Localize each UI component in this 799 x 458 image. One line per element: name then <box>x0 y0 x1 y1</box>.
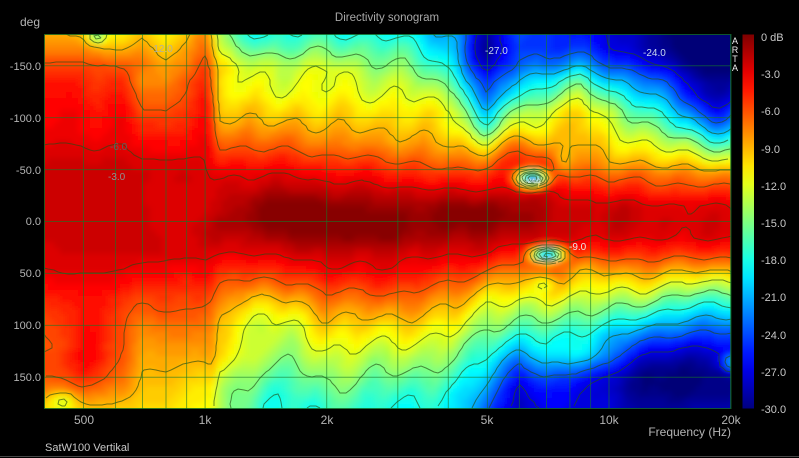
svg-text:-3.0: -3.0 <box>108 172 126 183</box>
svg-text:1k: 1k <box>199 413 213 427</box>
svg-text:R: R <box>732 45 739 55</box>
svg-text:-24.0: -24.0 <box>643 48 666 59</box>
svg-text:-27.0: -27.0 <box>761 367 786 379</box>
svg-text:-9.0: -9.0 <box>761 144 780 156</box>
svg-text:20k: 20k <box>721 413 741 427</box>
svg-text:SatW100 Vertikal: SatW100 Vertikal <box>45 442 129 454</box>
svg-text:Frequency (Hz): Frequency (Hz) <box>648 425 731 439</box>
svg-text:-12.0: -12.0 <box>150 44 173 55</box>
svg-text:A: A <box>732 63 738 73</box>
svg-text:5k: 5k <box>481 413 495 427</box>
svg-text:-150.0: -150.0 <box>10 61 41 73</box>
svg-text:-21.0: -21.0 <box>761 292 786 304</box>
svg-text:A: A <box>732 36 738 46</box>
svg-text:-6.0: -6.0 <box>110 142 128 153</box>
svg-text:-12.0: -12.0 <box>761 181 786 193</box>
svg-text:-100.0: -100.0 <box>10 113 41 125</box>
svg-text:-3.0: -3.0 <box>761 69 780 81</box>
svg-text:-27.0: -27.0 <box>485 46 508 57</box>
svg-text:50.0: 50.0 <box>20 268 41 280</box>
svg-text:2k: 2k <box>321 413 335 427</box>
svg-text:deg: deg <box>20 15 40 29</box>
svg-text:-30.0: -30.0 <box>761 404 786 416</box>
svg-text:10k: 10k <box>599 413 619 427</box>
svg-text:-24.0: -24.0 <box>761 330 786 342</box>
svg-text:-24.0: -24.0 <box>526 178 541 185</box>
svg-text:-9.0: -9.0 <box>569 242 587 253</box>
svg-text:T: T <box>732 54 738 64</box>
svg-text:100.0: 100.0 <box>13 320 41 332</box>
svg-text:-6.0: -6.0 <box>761 106 780 118</box>
svg-text:0.0: 0.0 <box>26 216 41 228</box>
svg-text:500: 500 <box>74 413 94 427</box>
svg-text:-15.0: -15.0 <box>761 218 786 230</box>
svg-text:150.0: 150.0 <box>13 372 41 384</box>
svg-text:-18.0: -18.0 <box>761 255 786 267</box>
svg-text:0 dB: 0 dB <box>761 32 784 44</box>
svg-text:Directivity sonogram: Directivity sonogram <box>335 12 439 24</box>
svg-text:-50.0: -50.0 <box>16 165 41 177</box>
